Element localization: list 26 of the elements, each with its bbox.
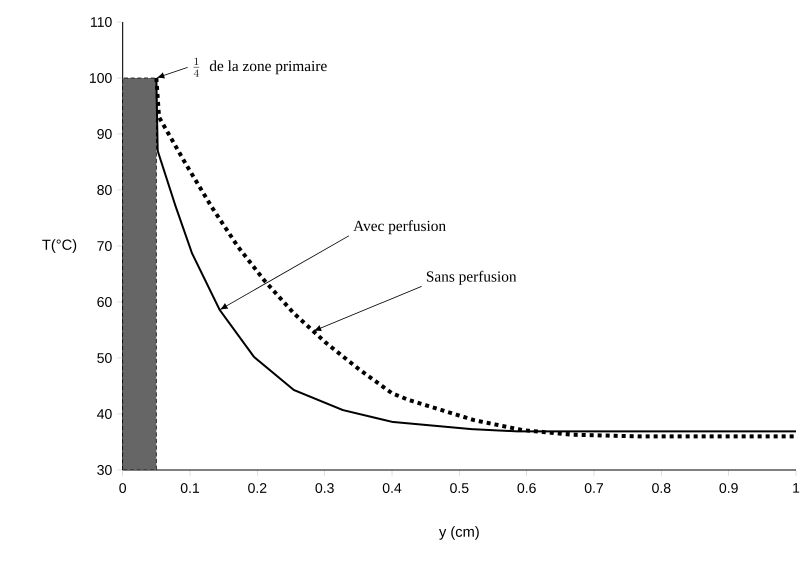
annotation: Sans perfusion [426, 270, 516, 285]
x-tick-label: 0.5 [450, 483, 468, 493]
y-tick-label: 40 [97, 409, 112, 419]
x-tick-label: 0.2 [248, 483, 266, 493]
x-tick-label: 0.7 [584, 483, 604, 493]
x-tick-label: 0.1 [180, 483, 200, 493]
y-tick-label: 70 [97, 241, 112, 251]
y-tick-label: 90 [97, 129, 112, 139]
y-tick-label: 30 [97, 465, 112, 475]
x-tick-label: 0.9 [719, 483, 738, 493]
x-tick-label: 0 [119, 483, 126, 493]
annotation: Avec perfusion [353, 220, 446, 234]
x-axis-title: y (cm) [439, 526, 479, 540]
x-tick-label: 0.3 [315, 483, 334, 493]
x-tick-label: 0.4 [382, 483, 402, 493]
x-tick-label: 1 [793, 483, 800, 493]
y-tick-label: 100 [90, 73, 112, 83]
annotation: de la zone primaire [210, 60, 327, 74]
x-tick-label: 0.8 [652, 483, 670, 493]
annotation: $\frac{1}{4}$ [194, 58, 200, 77]
x-tick-label: 0.6 [517, 483, 536, 493]
y-tick-label: 50 [97, 353, 112, 363]
y-axis-title: T(°C) [42, 239, 76, 253]
y-tick-label: 60 [97, 297, 112, 307]
y-tick-label: 110 [91, 17, 112, 27]
y-tick-label: 80 [97, 185, 112, 195]
